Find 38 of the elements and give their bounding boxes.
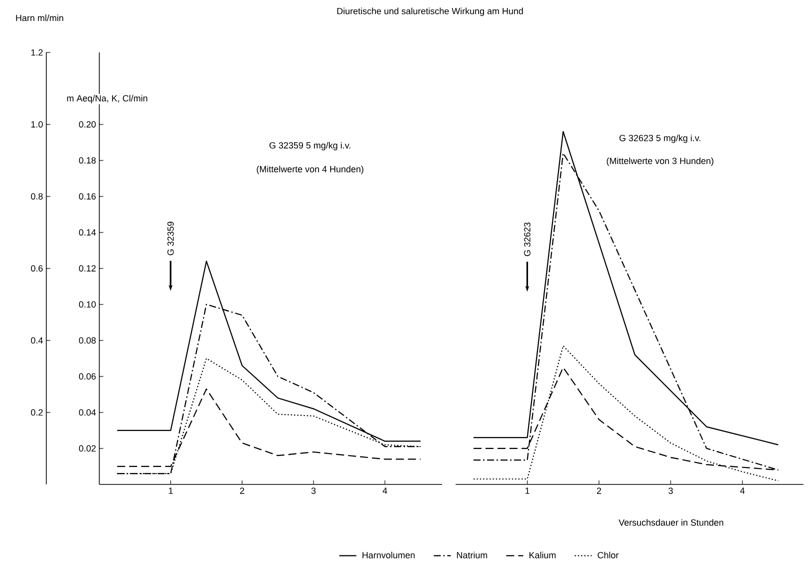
x-tick-label: 2 [240,488,244,494]
y2-tick-label: 1.2 [31,49,43,56]
y2-tick-label: 1.0 [31,121,43,128]
y-tick-label: 0.06 [79,373,96,380]
y-tick-label: 0.12 [79,265,96,272]
x-tick-label: 4 [740,488,745,494]
x-tick-label: 4 [382,488,388,494]
y-tick-label: 0.08 [79,337,96,344]
y-tick-label: 0.20 [79,121,96,128]
x-axis-title: Versuchsdauer in Stunden [618,519,724,526]
y-axis-title: m Aeq/Na, K, Cl/min [67,94,148,104]
y2-axis-title: Harn ml/min [16,14,64,22]
x-tick-label: 2 [596,488,602,494]
annotation: (Mittelwerte von 4 Hunden) [256,166,364,174]
y2-tick-label: 0.2 [30,409,43,416]
legend-label: Chlor [598,552,619,558]
x-tick-label: 1 [168,488,173,494]
y2-tick-label: 0.4 [30,337,43,344]
legend-label: Harnvolumen [362,552,415,558]
annotation: (Mittelwerte von 3 Hunden) [606,158,714,166]
text: G 32623 5 mg/kg i.v. [620,134,700,143]
y2-tick-label: 0.6 [30,265,43,272]
y-tick-label: 0.10 [79,301,96,308]
chart-title: Diuretische und saluretische Wirkung am Hund [337,8,523,16]
legend-label: Natrium [457,552,488,558]
x-tick-label: 1 [526,488,530,494]
annotation: G 32359 [167,222,174,256]
annotation: G 32623 [524,222,530,256]
y-tick-label: 0.18 [79,157,96,164]
y2-tick-label: 0.8 [30,193,43,200]
y-tick-label: 0.14 [79,229,96,236]
y-tick-label: 0.02 [79,445,96,452]
y-tick-label: 0.16 [79,193,96,200]
annotation: G 32359 5 mg/kg i.v. [269,142,350,150]
x-tick-label: 3 [311,488,316,494]
x-tick-label: 3 [668,488,673,494]
legend-label: Kalium [529,552,556,558]
y-tick-label: 0.04 [79,409,96,416]
